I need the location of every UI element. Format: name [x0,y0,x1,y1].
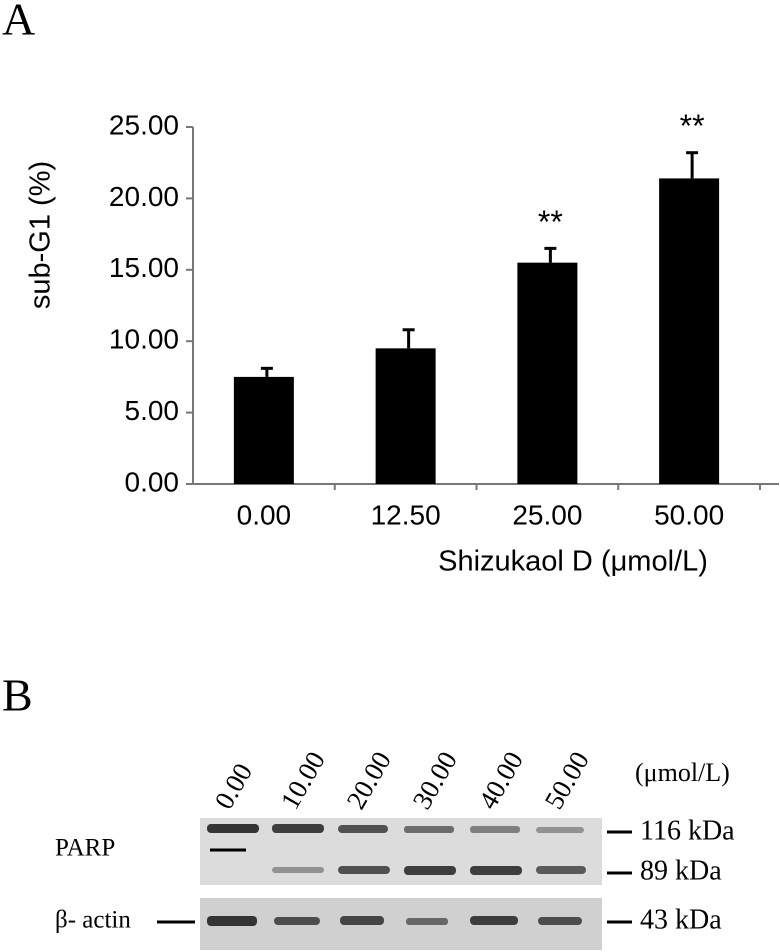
lane-label: 0.00 [209,758,259,814]
lane-label: 30.00 [407,746,463,814]
x-axis-label: Shizukaol D (μmol/L) [438,546,708,578]
y-tick-label: 25.00 [109,109,179,140]
x-tick-label: 0.00 [237,499,292,530]
x-tick-label: 50.00 [654,499,724,530]
size-marker: 89 kDa [640,855,722,886]
y-tick-label: 15.00 [109,252,179,283]
bar [659,178,720,484]
significance-label: ** [680,108,705,144]
lane-label: 40.00 [473,746,529,814]
bands [207,824,586,926]
x-tick-label: 25.00 [512,499,582,530]
bar [517,262,578,484]
panel-label: B [2,670,33,721]
y-tick-label: 20.00 [109,181,179,212]
significance-label: ** [538,204,563,240]
y-tick-label: 0.00 [125,466,180,497]
size-marker: 116 kDa [640,815,735,846]
size-marker: 43 kDa [640,904,722,935]
blot-membrane [200,898,602,950]
y-axis-label: sub-G1 (%) [25,161,57,309]
unit-label: (μmol/L) [635,758,730,787]
row-label: β- actin [55,907,131,934]
x-tick-label: 12.50 [371,499,441,530]
lane-label: 10.00 [275,746,331,814]
blot-membrane [200,818,602,885]
row-label: PARP [55,835,115,862]
y-tick-label: 5.00 [125,395,180,426]
bar [375,348,436,484]
y-tick-label: 10.00 [109,324,179,355]
lane-label: 20.00 [341,746,397,814]
panel-label: A [2,0,35,45]
bar [233,376,294,484]
lane-label: 50.00 [539,746,595,814]
blot [157,818,632,950]
